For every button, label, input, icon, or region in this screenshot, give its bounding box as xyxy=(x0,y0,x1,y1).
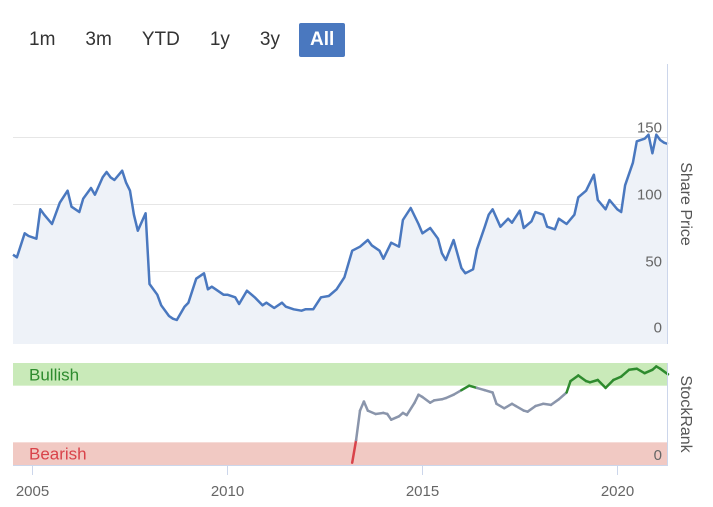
stockrank-y-ticks: 0 xyxy=(654,447,662,464)
price-y-tick-label: 100 xyxy=(637,187,662,204)
x-tick-label: 2010 xyxy=(211,483,244,500)
band-label-bearish: Bearish xyxy=(29,445,87,464)
price-y-tick-label: 0 xyxy=(654,320,662,337)
range-button-1m[interactable]: 1m xyxy=(29,29,56,50)
range-button-3y[interactable]: 3y xyxy=(259,29,280,50)
range-button-all[interactable]: All xyxy=(298,23,346,57)
stockrank-segment xyxy=(405,401,416,417)
price-panel: 0 50 100 150 Share Price xyxy=(12,64,694,344)
stockrank-segment xyxy=(635,367,646,375)
x-axis: 2005 2010 2015 2020 xyxy=(13,465,668,500)
stockrank-segment xyxy=(374,411,385,416)
stockrank-segment xyxy=(475,386,487,392)
stockrank-segment xyxy=(627,367,639,372)
stockrank-segment xyxy=(483,388,494,394)
stockrank-segment xyxy=(467,384,479,390)
stockrank-segment xyxy=(350,438,358,464)
stockrank-segment xyxy=(658,367,670,376)
stockrank-segment xyxy=(557,391,568,401)
stockrank-segment xyxy=(534,402,545,408)
stockrank-segment xyxy=(495,402,506,410)
x-ticks: 2005 2010 2015 2020 xyxy=(16,465,634,500)
stockrank-segment xyxy=(389,415,401,421)
stockrank-segment xyxy=(444,393,455,400)
stockrank-segment xyxy=(413,393,420,404)
stockrank-bands: Bullish Bearish xyxy=(13,363,668,465)
stockrank-segment xyxy=(612,375,623,382)
stockrank-segment xyxy=(514,404,525,412)
stockrank-segment xyxy=(452,388,463,396)
price-area-fill xyxy=(13,134,668,344)
price-y-ticks: 0 50 100 150 xyxy=(637,120,662,337)
band-bearish xyxy=(13,442,668,465)
stockrank-segment xyxy=(432,398,444,402)
x-tick-label: 2015 xyxy=(406,483,439,500)
band-bullish xyxy=(13,363,668,386)
stockrank-segment xyxy=(549,398,561,407)
stockrank-y-tick-label: 0 xyxy=(654,447,662,464)
stockrank-segment xyxy=(588,378,600,384)
x-tick-label: 2005 xyxy=(16,483,49,500)
stockrank-axis-title: StockRank xyxy=(677,375,694,453)
band-label-bullish: Bullish xyxy=(29,365,79,384)
stockrank-segment xyxy=(604,378,615,390)
stockrank-segment xyxy=(569,374,580,383)
stockrank-segment xyxy=(460,384,471,392)
stockrank-segment xyxy=(502,402,514,410)
stockrank-segment xyxy=(362,400,370,412)
range-selector: 1m 3m YTD 1y 3y All xyxy=(18,22,353,58)
range-button-1y[interactable]: 1y xyxy=(209,29,230,50)
stockrank-line xyxy=(350,365,670,464)
price-y-tick-label: 150 xyxy=(637,120,662,137)
range-button-ytd[interactable]: YTD xyxy=(141,29,180,50)
stockrank-segment xyxy=(526,404,537,413)
stockrank-segment xyxy=(596,378,607,390)
x-tick-label: 2020 xyxy=(601,483,634,500)
stockrank-segment xyxy=(354,409,362,442)
stockrank-segment xyxy=(366,409,377,416)
range-button-3m[interactable]: 3m xyxy=(85,29,112,50)
stockrank-segment xyxy=(643,368,654,375)
stockrank-segment xyxy=(565,379,572,394)
price-line xyxy=(12,133,669,322)
stockrank-segment xyxy=(619,368,631,378)
stockrank-segment xyxy=(491,391,498,406)
price-y-tick-label: 50 xyxy=(645,254,662,271)
stockrank-segment xyxy=(421,395,432,404)
price-axis-title: Share Price xyxy=(677,162,694,246)
stockrank-segment xyxy=(541,402,553,407)
stockrank-segment xyxy=(577,374,588,383)
stockrank-panel: Bullish Bearish 0 StockRank xyxy=(13,363,694,465)
